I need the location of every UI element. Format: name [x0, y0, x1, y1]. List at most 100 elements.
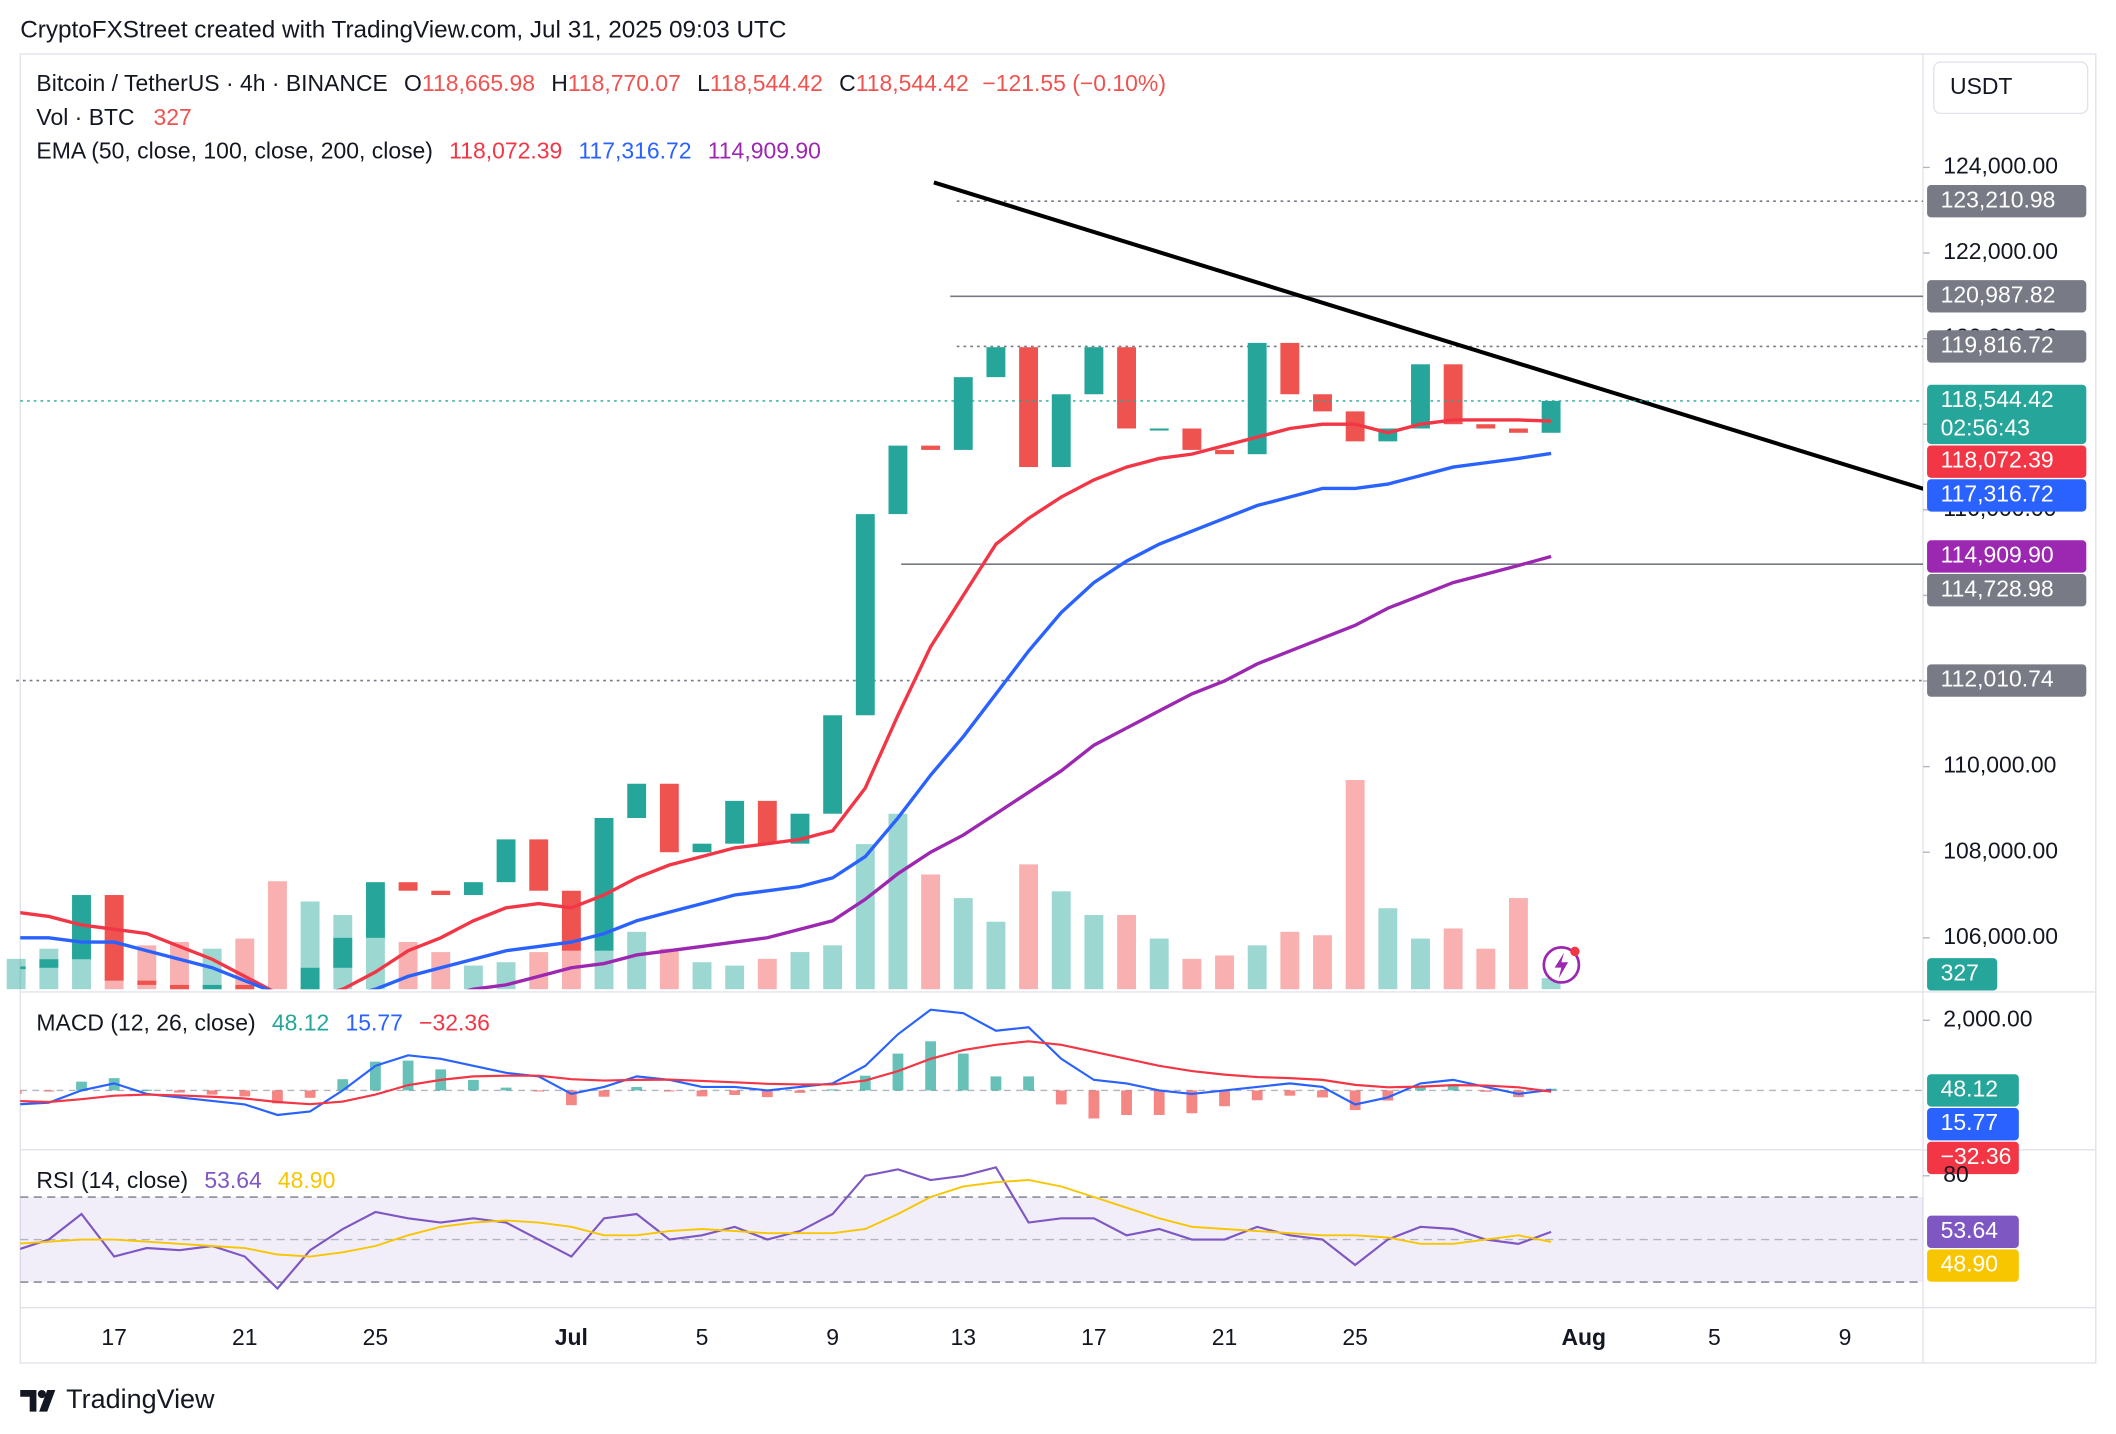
currency[interactable]: USDT: [1950, 73, 2012, 99]
candle: [594, 817, 614, 951]
plot-layer: 106,000.00108,000.00110,000.00112,000.00…: [6, 152, 2087, 1350]
histogram-bar: [1480, 1090, 1492, 1092]
symbol: Bitcoin / TetherUS · 4h · BINANCE: [36, 70, 387, 96]
histogram-bar: [761, 1090, 773, 1098]
candle: [921, 445, 941, 450]
ema-label: 118,072.39: [1927, 445, 2087, 478]
ema-label-text: 117,316.72: [1941, 480, 2054, 506]
candle: [1443, 364, 1463, 425]
volume-label-box: [1927, 958, 1998, 991]
macd-label-box: [1927, 1107, 2019, 1141]
candle: [333, 937, 353, 968]
volume-bar: [6, 958, 26, 990]
candle: [888, 445, 908, 515]
candle: [202, 984, 222, 990]
volume-bar: [1019, 864, 1039, 990]
volume-bar: [137, 945, 157, 990]
level-label: 119,816.72: [1927, 330, 2087, 363]
volume-bar: [529, 952, 549, 990]
histogram-bar: [859, 1075, 871, 1091]
histogram-bar: [206, 1090, 218, 1095]
histogram-bar: [337, 1079, 349, 1091]
candle: [1149, 428, 1169, 431]
volume-bar: [235, 938, 255, 990]
histogram-bar: [370, 1061, 381, 1091]
volume-bar: [1182, 958, 1202, 990]
macd-label: 15.77: [1927, 1107, 2019, 1141]
alert-icon[interactable]: [1542, 946, 1581, 984]
candle: [365, 882, 385, 938]
y-tick-label: 108,000.00: [1943, 837, 2058, 863]
ema-value: 118,072.39: [449, 138, 562, 164]
level-label-box: [1927, 664, 2087, 697]
x-tick-label: Aug: [1561, 1324, 1606, 1350]
x-tick-label: 9: [826, 1324, 839, 1350]
candle: [300, 967, 320, 990]
candle: [790, 813, 810, 844]
volume-bar: [1149, 938, 1169, 990]
histogram-bar: [468, 1079, 479, 1091]
y-tick-label: 80: [1943, 1161, 1969, 1187]
histogram-bar: [1382, 1090, 1394, 1101]
level-label-box: [1927, 574, 2087, 607]
histogram-bar: [827, 1089, 839, 1091]
histogram-bar: [1284, 1090, 1296, 1096]
countdown: 02:56:43: [1941, 414, 2030, 440]
ohlc-key: C: [839, 70, 856, 96]
candle: [1051, 394, 1071, 468]
candle: [725, 800, 745, 844]
x-tick-label: 9: [1839, 1324, 1852, 1350]
ema-label-text: 118,072.39: [1941, 447, 2054, 473]
trendline: [933, 180, 1924, 491]
candle: [1084, 347, 1104, 395]
volume-label: 327: [1941, 959, 1979, 985]
macd-label-box: [1927, 1141, 2019, 1175]
macd-label-box: [1927, 1074, 2019, 1107]
x-tick-label: 17: [1081, 1324, 1107, 1350]
rsi-title: RSI (14, close): [36, 1167, 188, 1193]
histogram-bar: [1121, 1090, 1132, 1115]
histogram-bar: [696, 1090, 708, 1097]
histogram-bar: [20, 1090, 22, 1094]
histogram-bar: [957, 1053, 969, 1091]
volume-title: Vol · BTC: [36, 104, 134, 130]
candle: [1215, 449, 1234, 455]
price-label-text: 118,544.42: [1941, 386, 2054, 412]
histogram-bar: [76, 1081, 87, 1091]
change: −121.55 (−0.10%): [982, 70, 1166, 96]
ema-label-box: [1927, 479, 2087, 512]
ema-label: 117,316.72: [1927, 479, 2087, 512]
macd-label-text: 48.12: [1941, 1075, 1998, 1101]
x-tick-label: 5: [696, 1324, 709, 1350]
histogram-bar: [925, 1041, 937, 1091]
candle: [757, 800, 777, 844]
y-tick-label: 110,000.00: [1943, 752, 2056, 778]
histogram-bar: [1023, 1076, 1034, 1091]
candle: [953, 377, 973, 450]
ohlc-key: O: [404, 70, 422, 96]
volume-bar: [1541, 978, 1561, 990]
macd-value: 15.77: [345, 1009, 402, 1035]
volume-bar: [1215, 955, 1234, 990]
volume-bar: [1411, 938, 1430, 990]
volume-bar: [627, 931, 647, 990]
volume-bar: [1345, 780, 1365, 990]
volume-bar: [1313, 935, 1332, 990]
x-tick-label: 21: [1212, 1324, 1238, 1350]
volume-bar: [757, 958, 777, 990]
price-label-box: [1927, 384, 2087, 445]
volume-bar: [268, 881, 287, 990]
ema-label-box: [1927, 540, 2087, 573]
candle: [1508, 428, 1528, 433]
histogram-bar: [1186, 1090, 1198, 1114]
y-tick-label: 2,000.00: [1943, 1005, 2032, 1031]
histogram-bar: [1317, 1090, 1328, 1098]
candle: [496, 839, 516, 883]
histogram-bar: [239, 1090, 251, 1097]
currency-button[interactable]: [1933, 61, 2089, 115]
rsi-legend: RSI (14, close) 53.64 48.90: [36, 1167, 335, 1193]
macd-label-text: −32.36: [1941, 1143, 2012, 1169]
volume-bar: [692, 962, 712, 990]
rsi-value: 48.90: [278, 1167, 335, 1193]
